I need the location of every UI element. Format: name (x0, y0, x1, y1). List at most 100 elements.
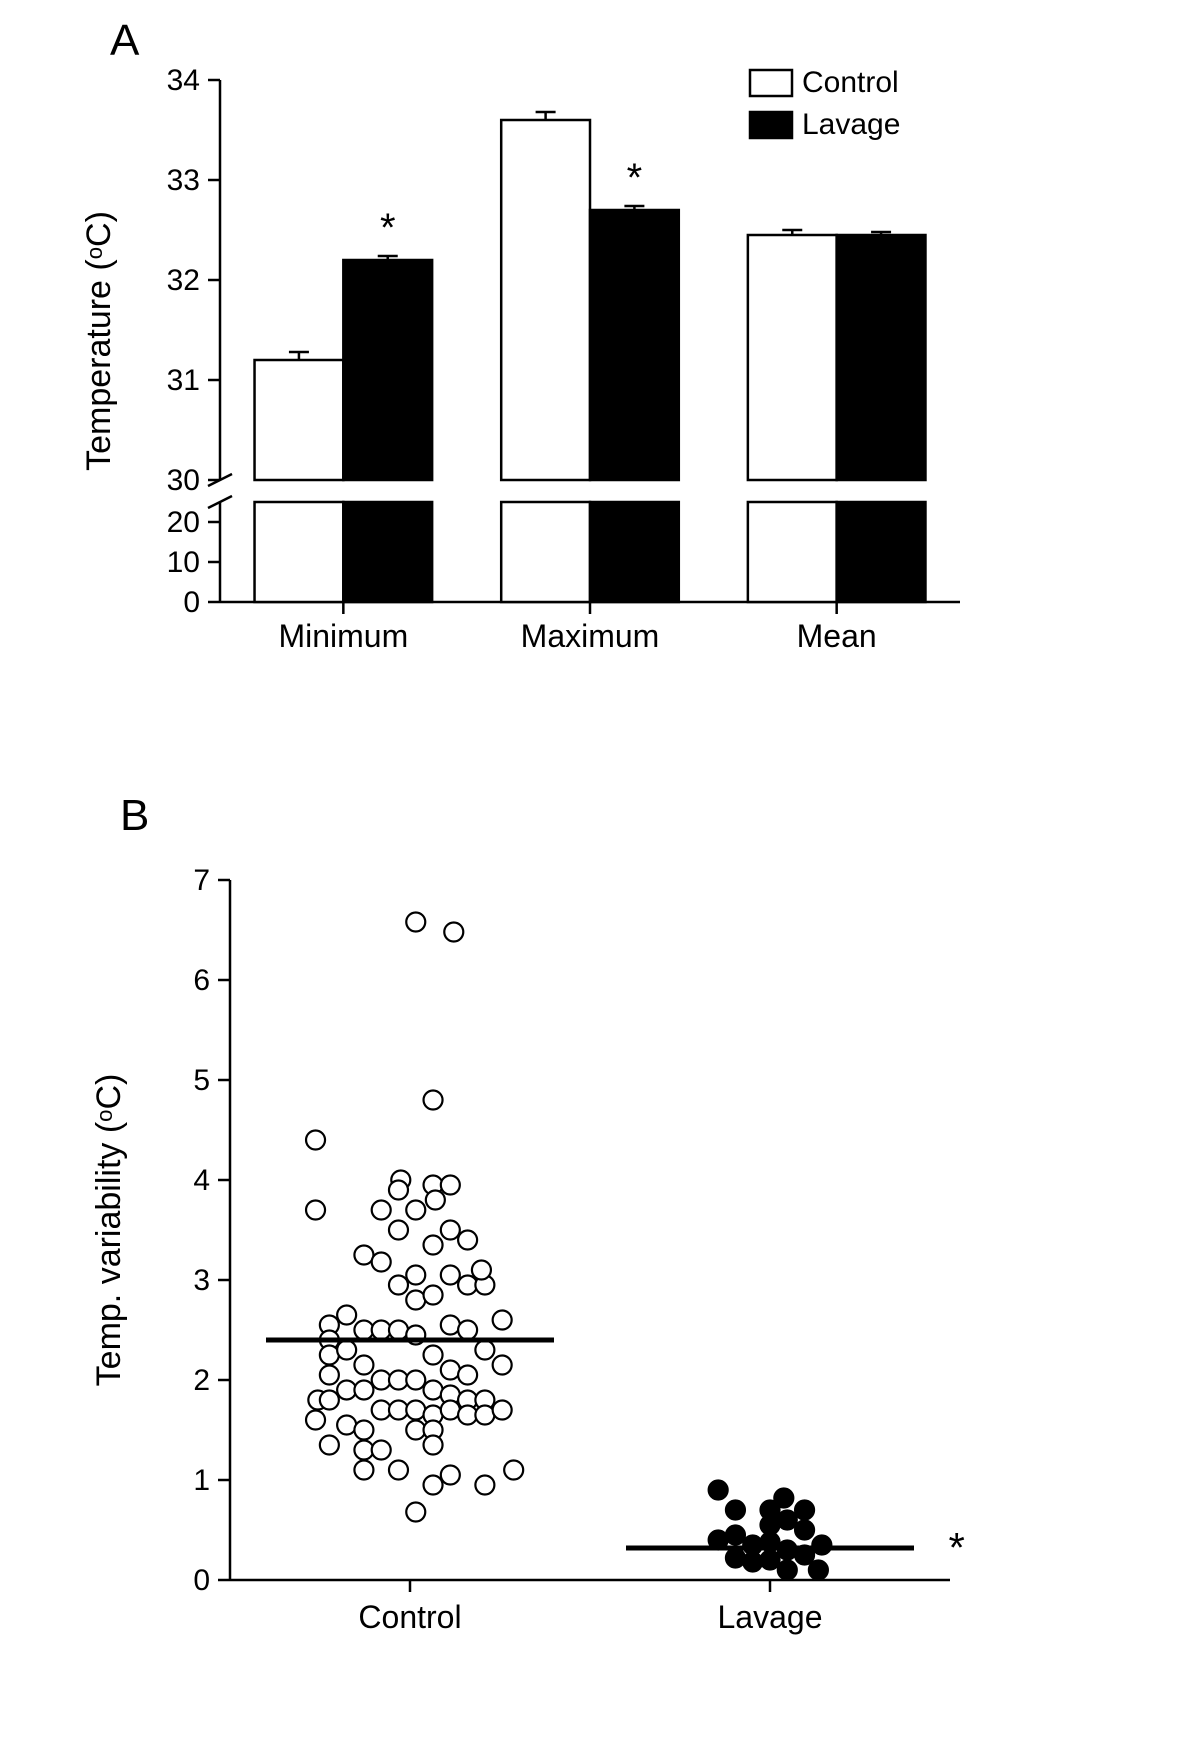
ytick-label: 0 (183, 586, 200, 619)
data-point (320, 1366, 339, 1385)
ytick-label: 0 (193, 1564, 210, 1597)
data-point (774, 1489, 793, 1508)
ytick-label: 3 (193, 1264, 210, 1297)
data-point (389, 1401, 408, 1420)
data-point (306, 1131, 325, 1150)
data-point (354, 1321, 373, 1340)
ytick-label: 32 (167, 264, 200, 297)
bar (501, 120, 590, 480)
data-point (493, 1311, 512, 1330)
data-point (406, 1401, 425, 1420)
data-point (424, 1476, 443, 1495)
data-point (424, 1286, 443, 1305)
panel-b-svg: B 0 1 2 3 4 5 6 7 Temp. variability (oC) Control La… (0, 760, 1200, 1761)
data-point (306, 1201, 325, 1220)
data-point (709, 1481, 728, 1500)
bar-low (343, 502, 432, 602)
data-point (406, 1201, 425, 1220)
xtick-label: Control (358, 1599, 461, 1635)
data-point (354, 1421, 373, 1440)
data-point (493, 1356, 512, 1375)
bar-low (837, 502, 926, 602)
legend-label: Lavage (802, 108, 900, 141)
ytick-label: 30 (167, 464, 200, 497)
ytick-label: 6 (193, 964, 210, 997)
data-point (320, 1436, 339, 1455)
data-point (441, 1221, 460, 1240)
ytick-label: 31 (167, 364, 200, 397)
ytick-label: 1 (193, 1464, 210, 1497)
data-point (424, 1236, 443, 1255)
ytick-label: 10 (167, 546, 200, 579)
data-point (493, 1401, 512, 1420)
data-point (372, 1321, 391, 1340)
ytick-label: 34 (167, 64, 200, 97)
data-point (372, 1441, 391, 1460)
data-point (389, 1371, 408, 1390)
data-point (472, 1261, 491, 1280)
ytick-label: 5 (193, 1064, 210, 1097)
data-point (424, 1381, 443, 1400)
y-axis-label: Temp. variability (oC) (90, 1074, 128, 1387)
data-point (795, 1501, 814, 1520)
data-point (458, 1321, 477, 1340)
y-axis-label: Temperature (oC) (80, 211, 118, 471)
data-point (441, 1401, 460, 1420)
data-point (458, 1231, 477, 1250)
data-point (406, 1421, 425, 1440)
bar (343, 260, 432, 480)
bar (255, 360, 344, 480)
data-point (337, 1416, 356, 1435)
data-point (372, 1201, 391, 1220)
data-point (504, 1461, 523, 1480)
xtick-label: Mean (797, 618, 877, 654)
data-point (795, 1521, 814, 1540)
bar (837, 235, 926, 480)
data-point (337, 1306, 356, 1325)
data-point (812, 1536, 831, 1555)
data-point (406, 1291, 425, 1310)
ytick-label: 2 (193, 1364, 210, 1397)
data-point (372, 1371, 391, 1390)
data-point (406, 1266, 425, 1285)
data-point (444, 923, 463, 942)
panel-a-svg: A303132333401020Temperature (oC)MinimumM… (0, 0, 1200, 760)
data-point (424, 1346, 443, 1365)
data-point (778, 1511, 797, 1530)
data-point (354, 1356, 373, 1375)
data-point (354, 1246, 373, 1265)
ytick-label: 7 (193, 864, 210, 897)
xtick-label: Minimum (278, 618, 408, 654)
data-point (372, 1401, 391, 1420)
data-point (406, 1371, 425, 1390)
xtick-label: Maximum (521, 618, 660, 654)
data-point (441, 1466, 460, 1485)
significance-marker: * (380, 206, 396, 250)
data-point (726, 1501, 745, 1520)
legend-swatch (750, 112, 792, 138)
data-point (778, 1561, 797, 1580)
panel-b-label: B (120, 791, 149, 840)
data-point (320, 1391, 339, 1410)
data-point (475, 1406, 494, 1425)
data-point (761, 1551, 780, 1570)
data-point (406, 1503, 425, 1522)
data-point (475, 1341, 494, 1360)
data-point (354, 1441, 373, 1460)
ytick-label: 20 (167, 506, 200, 539)
significance-marker: * (627, 156, 643, 200)
ytick-label: 4 (193, 1164, 210, 1197)
data-point (441, 1266, 460, 1285)
data-point (354, 1461, 373, 1480)
legend-label: Control (802, 66, 899, 99)
data-point (475, 1476, 494, 1495)
data-point (809, 1561, 828, 1580)
data-point (320, 1346, 339, 1365)
data-point (441, 1361, 460, 1380)
xtick-label: Lavage (718, 1599, 823, 1635)
bar-low (748, 502, 837, 602)
bar-low (501, 502, 590, 602)
data-point (337, 1381, 356, 1400)
data-point (354, 1381, 373, 1400)
data-point (458, 1276, 477, 1295)
